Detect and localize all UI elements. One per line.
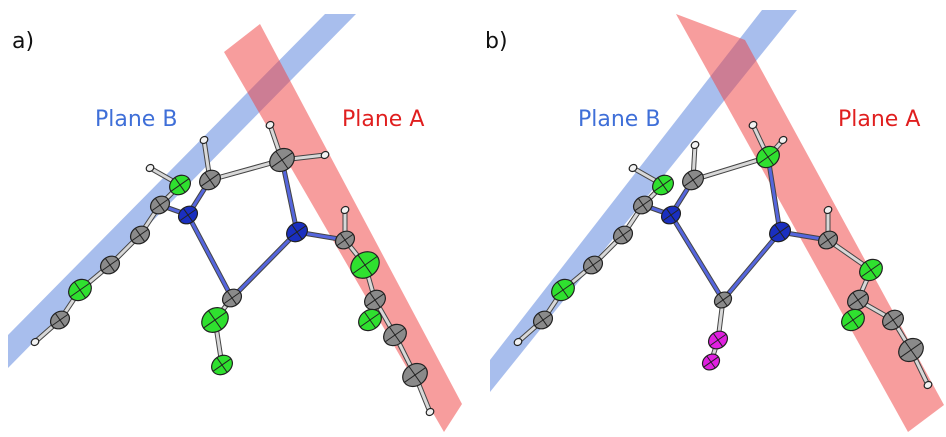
plane-label: Plane B (95, 107, 177, 132)
plane-a (676, 14, 944, 432)
atom (690, 140, 700, 150)
plane-label: Plane A (838, 107, 920, 132)
figure: a) Plane B Plane A b) Plane B Plane A (0, 0, 946, 437)
panel-label: b) (485, 29, 508, 54)
plane-label: Plane A (342, 107, 424, 132)
bond (232, 232, 297, 298)
bond (723, 232, 780, 300)
bond (188, 215, 232, 298)
plane-label: Plane B (578, 107, 660, 132)
panel-label: a) (12, 29, 34, 54)
bond (671, 215, 723, 300)
